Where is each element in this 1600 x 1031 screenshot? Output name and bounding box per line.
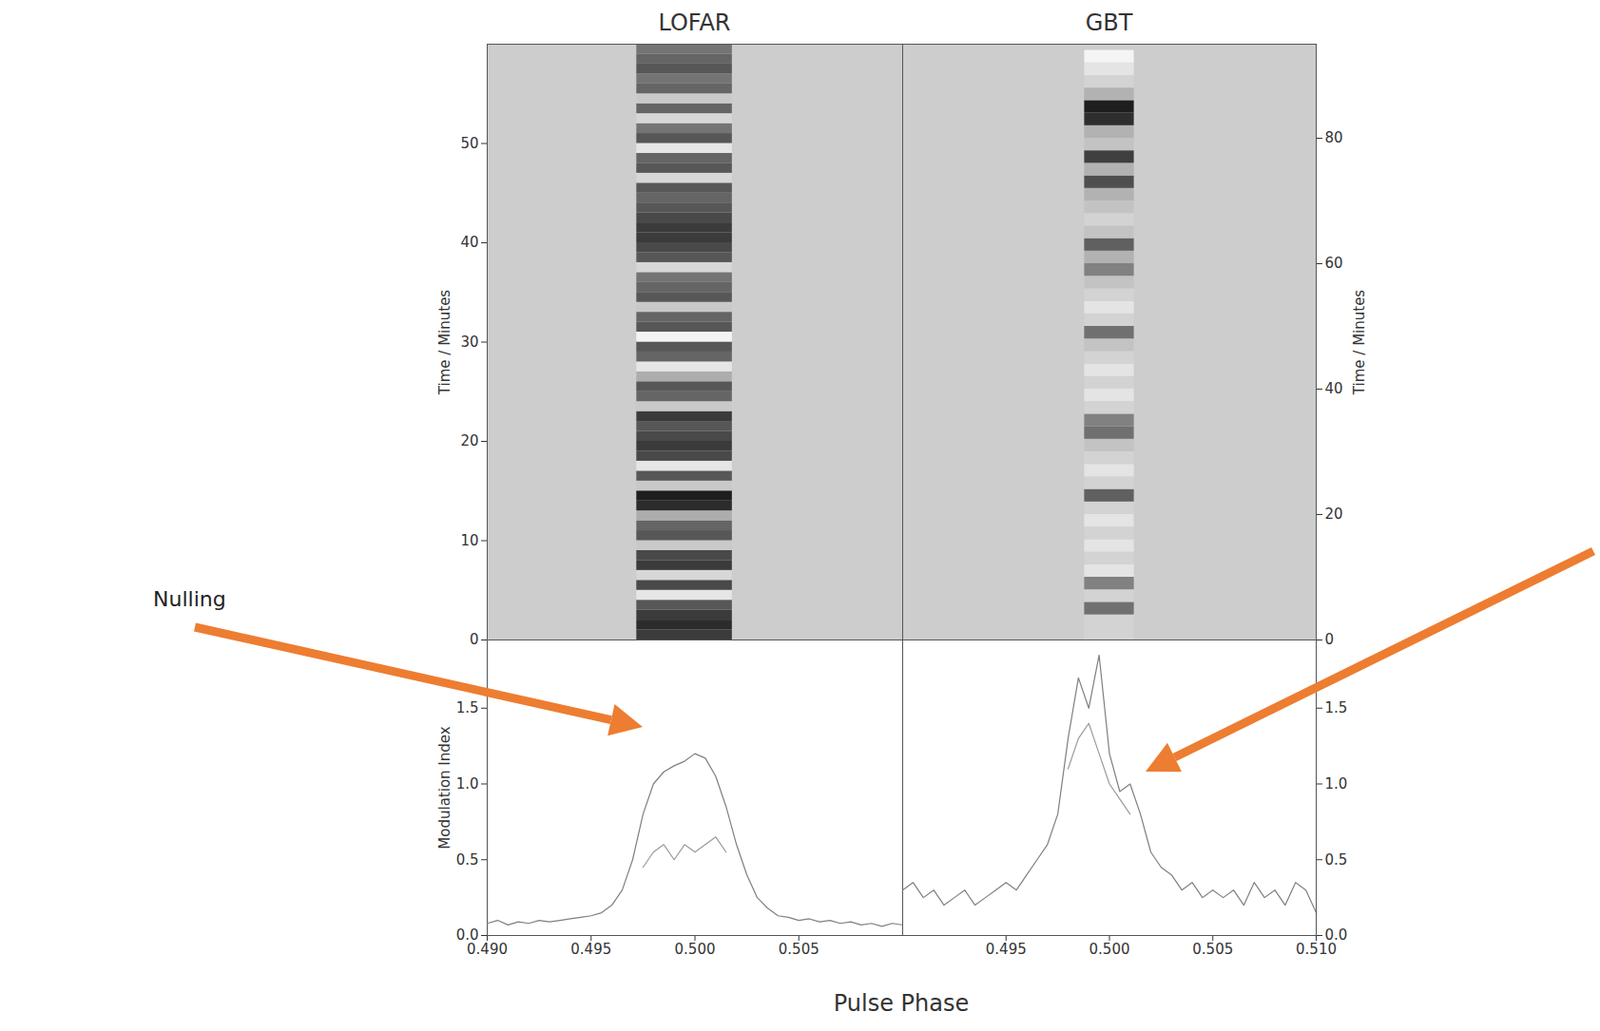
- svg-text:0.5: 0.5: [456, 851, 480, 869]
- svg-text:20: 20: [1325, 505, 1344, 523]
- svg-text:0.500: 0.500: [1089, 941, 1131, 959]
- svg-text:30: 30: [460, 333, 479, 351]
- svg-text:80: 80: [1325, 129, 1344, 147]
- svg-text:0: 0: [469, 631, 480, 649]
- html-text:Pulse Phase: Pulse Phase: [833, 990, 970, 1018]
- svg-text:0.5: 0.5: [1325, 851, 1349, 869]
- svg-text:0.0: 0.0: [1324, 927, 1348, 945]
- svg-text:1.0: 1.0: [1325, 775, 1349, 793]
- html-text:Nulling: Nulling: [153, 587, 226, 612]
- svg-text:Time / Minutes: Time / Minutes: [436, 289, 454, 397]
- svg-text:0.495: 0.495: [570, 941, 612, 959]
- svg-text:40: 40: [460, 233, 479, 251]
- svg-text:40: 40: [1325, 380, 1344, 398]
- svg-text:0.510: 0.510: [1295, 941, 1337, 959]
- svg-text:0.505: 0.505: [778, 941, 820, 959]
- svg-text:20: 20: [460, 432, 479, 450]
- svg-text:0.495: 0.495: [985, 941, 1027, 959]
- html-text:LOFAR: LOFAR: [658, 9, 731, 37]
- svg-text:0.505: 0.505: [1192, 941, 1234, 959]
- svg-text:0: 0: [1325, 631, 1335, 649]
- svg-text:50: 50: [460, 134, 479, 153]
- svg-text:Modulation Index: Modulation Index: [436, 726, 454, 849]
- svg-text:Time / Minutes: Time / Minutes: [1350, 289, 1369, 397]
- svg-text:0.490: 0.490: [466, 941, 508, 959]
- svg-text:1.5: 1.5: [456, 699, 480, 717]
- svg-text:1.0: 1.0: [456, 775, 480, 793]
- svg-text:1.5: 1.5: [1325, 699, 1349, 717]
- html-text:GBT: GBT: [1085, 9, 1133, 37]
- svg-text:60: 60: [1325, 254, 1344, 272]
- svg-text:0.0: 0.0: [455, 927, 479, 945]
- svg-text:0.500: 0.500: [674, 941, 716, 959]
- svg-text:10: 10: [460, 532, 479, 550]
